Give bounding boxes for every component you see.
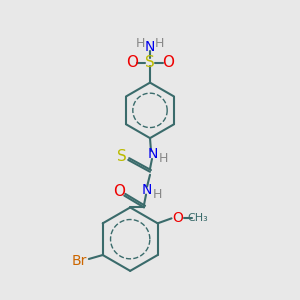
Text: O: O	[113, 184, 125, 199]
Text: S: S	[145, 55, 155, 70]
Text: H: H	[159, 152, 169, 165]
Text: CH₃: CH₃	[187, 213, 208, 224]
Text: N: N	[145, 40, 155, 54]
Text: Br: Br	[71, 254, 87, 268]
Text: O: O	[172, 212, 183, 225]
Text: H: H	[135, 38, 145, 50]
Text: S: S	[117, 149, 127, 164]
Text: N: N	[142, 183, 152, 196]
Text: N: N	[148, 147, 158, 161]
Text: O: O	[126, 55, 138, 70]
Text: H: H	[153, 188, 163, 201]
Text: H: H	[155, 38, 165, 50]
Text: O: O	[162, 55, 174, 70]
